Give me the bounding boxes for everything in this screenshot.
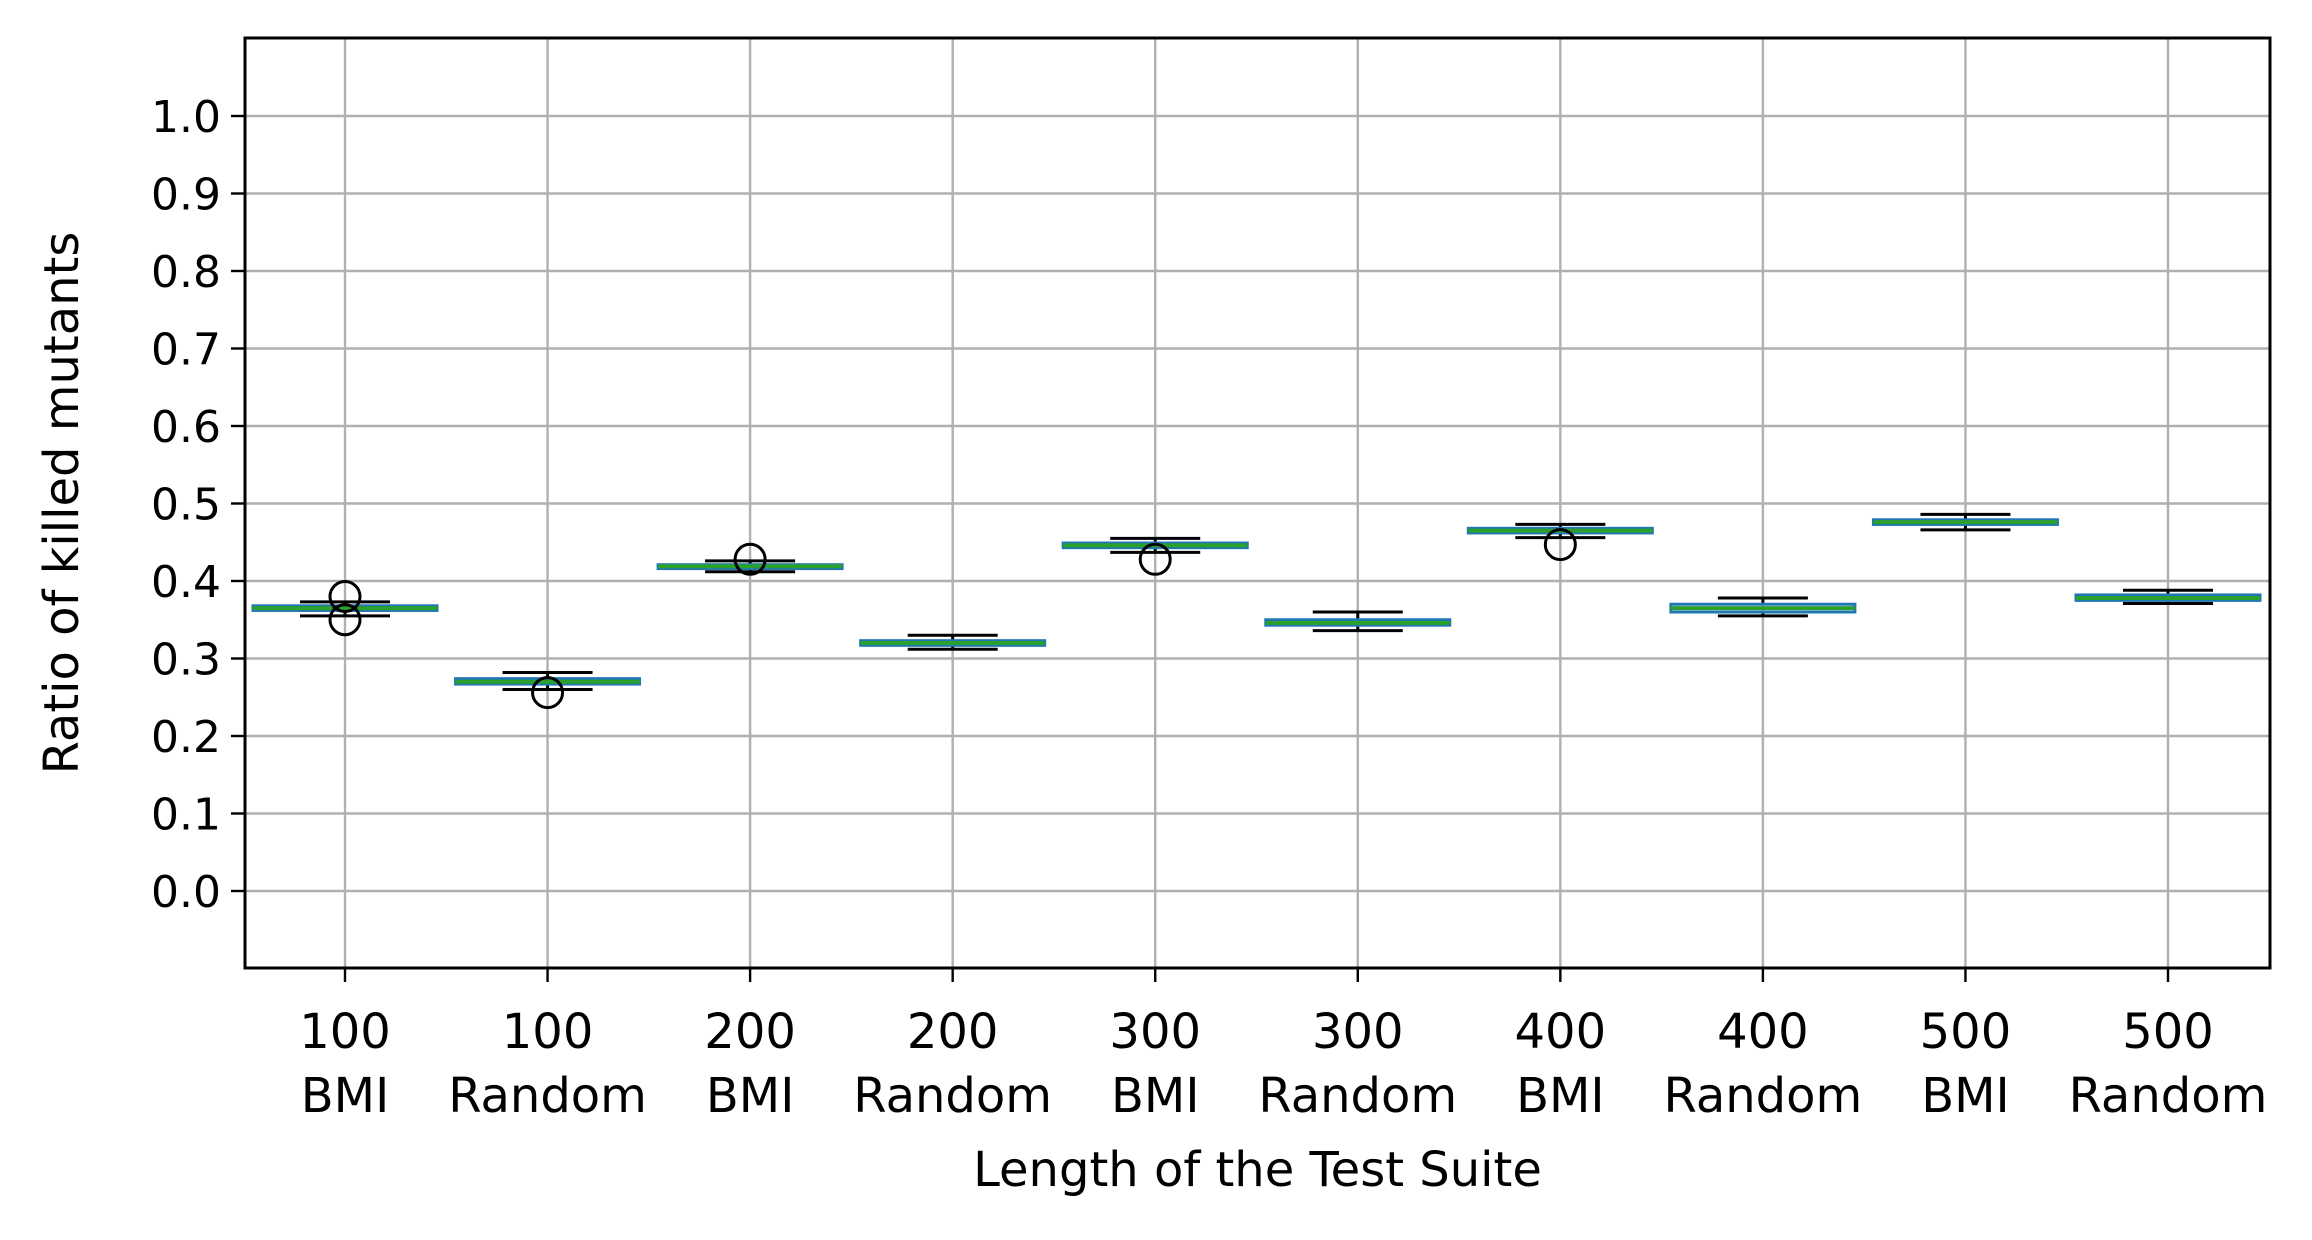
box-group [251,580,439,637]
box-group [656,542,844,576]
box-group [454,670,642,710]
x-tick-label-line1: 400 [1717,1004,1809,1060]
y-tick-label: 1.0 [151,92,221,143]
y-tick-label: 0.3 [151,635,221,686]
box-group [1669,596,1857,618]
y-tick-label: 0.7 [151,325,221,376]
outlier-point [1138,542,1172,576]
x-tick-label-line1: 300 [1312,1004,1404,1060]
box-group [1061,536,1249,576]
x-tick-label-line2: BMI [301,1068,390,1124]
x-tick-label-line2: Random [2069,1068,2268,1124]
x-tick-label-line2: BMI [1921,1068,2010,1124]
x-tick-label-line2: Random [448,1068,647,1124]
x-tick-label-line1: 400 [1515,1004,1607,1060]
y-tick-label: 0.8 [151,247,221,298]
box-group [1264,610,1452,633]
box-group [1466,522,1654,562]
x-tick-label-line2: Random [1258,1068,1457,1124]
box-group [859,633,1047,651]
y-tick-label: 0.9 [151,170,221,221]
x-axis-label: Length of the Test Suite [973,1142,1542,1198]
outlier-point [1543,528,1577,562]
x-tick-label-line1: 300 [1109,1004,1201,1060]
box-group [1871,512,2059,532]
x-tick-label-line1: 200 [907,1004,999,1060]
x-tick-label-line1: 500 [2122,1004,2214,1060]
x-tick-label-line1: 200 [704,1004,796,1060]
plot-frame [243,36,2272,970]
x-tick-label-line2: BMI [1516,1068,1605,1124]
y-tick-label: 0.4 [151,557,221,608]
outlier-point [328,603,362,637]
grid-layer [245,38,2270,968]
x-tick-label-line2: Random [853,1068,1052,1124]
x-tick-label-line2: Random [1664,1068,1863,1124]
x-tick-label-line1: 100 [299,1004,391,1060]
outlier-point [733,542,767,576]
outlier-point [328,580,362,613]
y-tick-label: 0.0 [151,867,221,918]
tick-layer: 0.0 0.1 0.2 0.3 0.4 0.5 0.6 0.7 0.8 0.9 1.0 100 BMI 1… [151,92,2267,1124]
x-tick-label-line1: 100 [502,1004,594,1060]
y-axis-label: Ratio of killed mutants [34,232,90,775]
y-tick-label: 0.5 [151,480,221,531]
x-tick-label-line2: BMI [1111,1068,1200,1124]
box-group [2074,588,2262,605]
x-tick-label-line1: 500 [1920,1004,2012,1060]
y-tick-label: 0.1 [151,790,221,841]
box-layer [251,512,2262,710]
y-tick-label: 0.2 [151,712,221,763]
y-tick-label: 0.6 [151,402,221,453]
x-tick-label-line2: BMI [706,1068,795,1124]
outlier-point [531,676,565,710]
